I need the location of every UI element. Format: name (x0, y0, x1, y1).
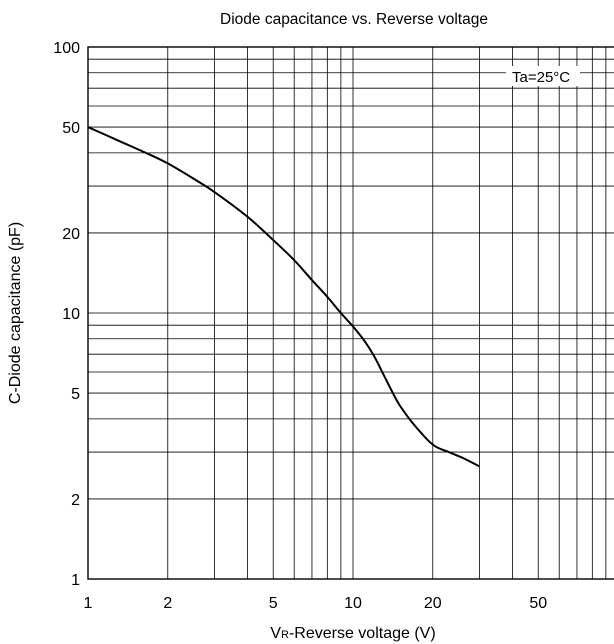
y-tick-label: 2 (71, 492, 80, 509)
x-axis-label-prefix: V (270, 625, 281, 642)
x-tick-label: 2 (163, 595, 172, 612)
y-tick-labels: 1 2 5 10 20 50 100 (53, 40, 80, 589)
x-tick-label: 50 (529, 595, 547, 612)
chart-title: Diode capacitance vs. Reverse voltage (220, 11, 488, 28)
x-tick-label: 5 (269, 595, 278, 612)
x-axis-label-rest: -Reverse voltage (V) (289, 625, 436, 642)
x-tick-label: 1 (84, 595, 93, 612)
y-tick-label: 20 (62, 226, 80, 243)
grid (88, 47, 614, 579)
x-axis-label: VR-Reverse voltage (V) (270, 625, 435, 642)
y-tick-label: 50 (62, 120, 80, 137)
x-tick-label: 20 (424, 595, 442, 612)
annotation-box (506, 66, 580, 86)
y-axis-label: C-Diode capacitance (pF) (7, 222, 24, 404)
x-tick-labels: 1 2 5 10 20 50 (84, 595, 548, 612)
x-tick-label: 10 (344, 595, 362, 612)
series-line (87, 126, 480, 468)
plot-frame (87, 46, 614, 580)
x-axis-label-subscript: R (281, 629, 289, 641)
y-tick-label: 10 (62, 306, 80, 323)
y-tick-label: 100 (53, 40, 80, 57)
y-tick-label: 1 (71, 572, 80, 589)
temperature-annotation: Ta=25°C (512, 69, 570, 86)
y-tick-label: 5 (71, 386, 80, 403)
